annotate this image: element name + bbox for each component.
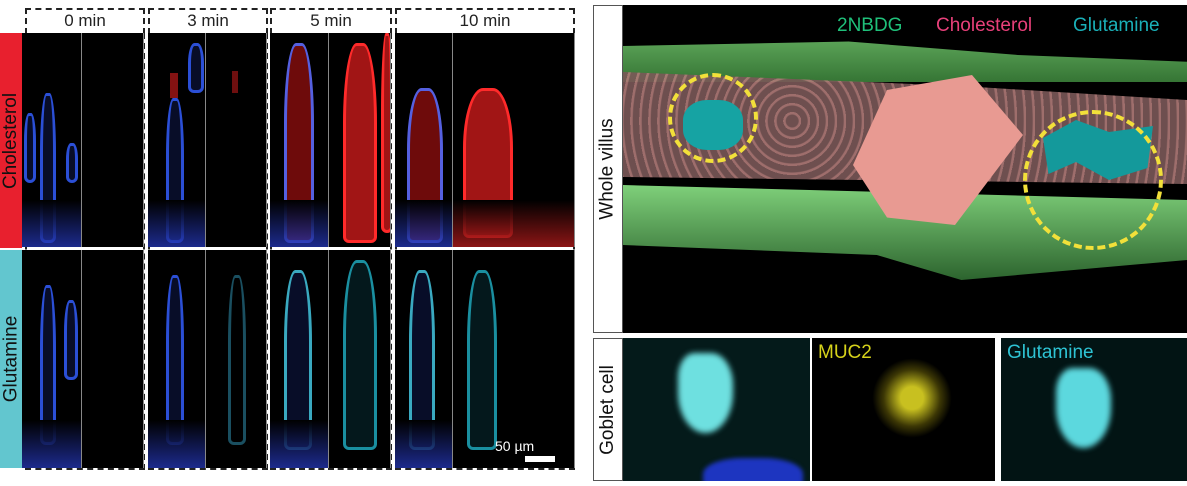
micrograph-3min-merge [148, 33, 206, 247]
legend-2nbdg: 2NBDG [837, 15, 903, 36]
micrograph-10min-merge-glutamine [395, 250, 453, 468]
highlight-circle [668, 73, 758, 163]
whole-villus-render: 2NBDG Cholesterol Glutamine [623, 5, 1187, 333]
legend-glutamine: Glutamine [1073, 15, 1160, 36]
micrograph-3min-cholesterol [206, 33, 267, 247]
goblet-glutamine-image: Glutamine [1001, 338, 1187, 481]
micrograph-0min-glutamine [82, 250, 144, 468]
whole-villus-label: Whole villus [593, 5, 623, 333]
goblet-merge-image [623, 338, 810, 481]
micrograph-3min-merge-glutamine [148, 250, 206, 468]
column-header-3min: 3 min [148, 8, 268, 34]
row-label-text: Cholesterol [0, 92, 22, 189]
micrograph-0min-merge-glutamine [22, 250, 82, 468]
micrograph-10min-merge [395, 33, 453, 247]
micrograph-5min-merge [270, 33, 329, 247]
scale-bar-label: 50 µm [495, 438, 535, 454]
micrograph-5min-cholesterol [329, 33, 391, 247]
micrograph-3min-glutamine [206, 250, 267, 468]
column-header-10min: 10 min [395, 8, 575, 34]
column-header-5min: 5 min [270, 8, 392, 34]
row-label-text: Glutamine [0, 315, 22, 403]
muc2-label: MUC2 [818, 342, 872, 363]
whole-villus-label-text: Whole villus [597, 118, 618, 220]
goblet-cell-label: Goblet cell [593, 338, 623, 481]
scale-bar [525, 456, 555, 462]
row-label-glutamine: Glutamine [0, 250, 22, 468]
micrograph-0min-merge [22, 33, 82, 247]
highlight-circle [1023, 110, 1163, 250]
micrograph-0min-cholesterol [82, 33, 144, 247]
micrograph-5min-merge-glutamine [270, 250, 329, 468]
legend-cholesterol: Cholesterol [936, 15, 1033, 36]
glutamine-label: Glutamine [1007, 342, 1094, 363]
micrograph-10min-glutamine [453, 250, 575, 468]
column-header-0min: 0 min [25, 8, 145, 34]
goblet-cell-label-text: Goblet cell [597, 364, 618, 455]
goblet-muc2-image: MUC2 [812, 338, 995, 481]
micrograph-5min-glutamine [329, 250, 391, 468]
row-label-cholesterol: Cholesterol [0, 33, 22, 248]
micrograph-10min-cholesterol [453, 33, 575, 247]
